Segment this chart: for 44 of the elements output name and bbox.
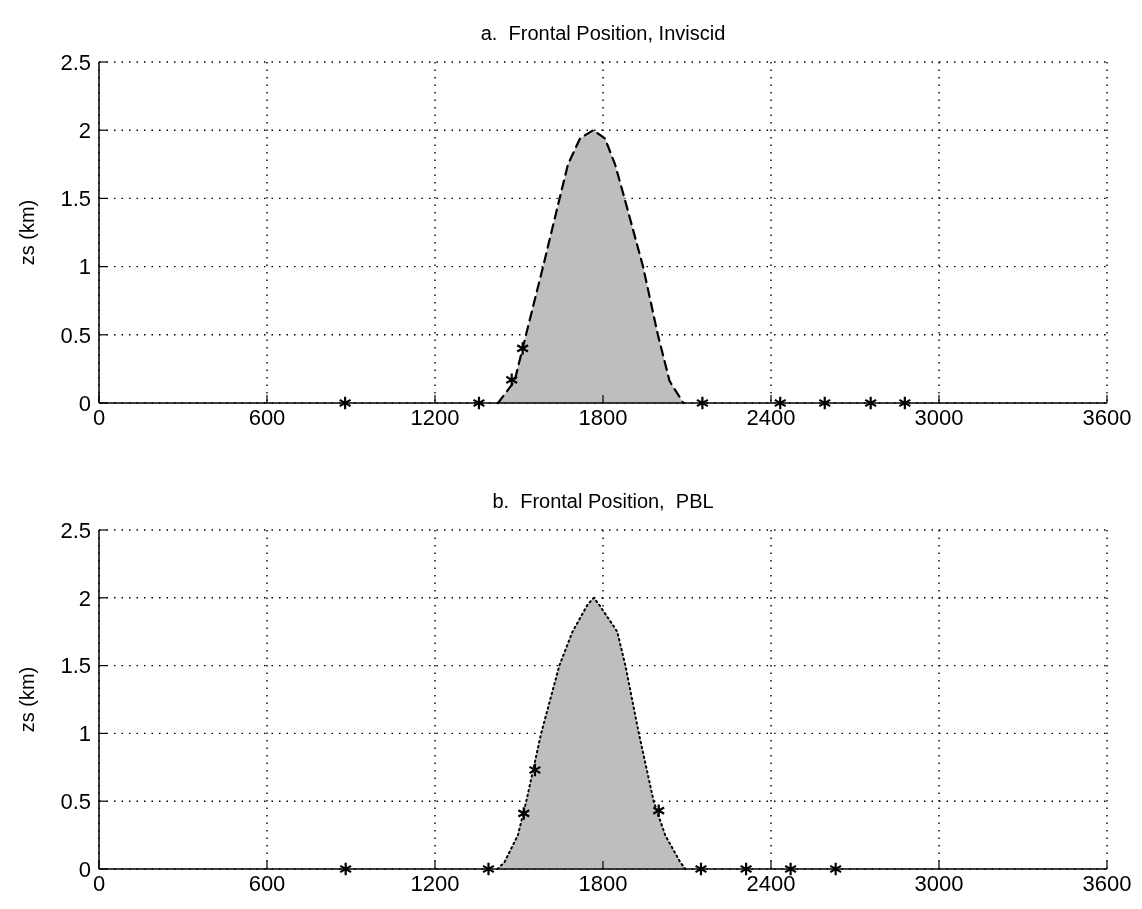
y-tick-label: 1 <box>78 721 91 747</box>
x-tick-label: 1200 <box>410 871 460 896</box>
point <box>773 395 787 411</box>
x-tick-label: 1800 <box>578 405 628 430</box>
point <box>338 395 352 411</box>
y-tick-label: 2.5 <box>60 49 91 75</box>
x-tick-label: 3000 <box>914 871 964 896</box>
x-tick-label: 3600 <box>1082 871 1132 896</box>
chart-title: b. Frontal Position, PBL <box>492 490 714 512</box>
point <box>528 762 542 778</box>
point <box>694 861 708 877</box>
point <box>516 341 530 356</box>
point <box>695 395 709 411</box>
y-tick-label: 2 <box>78 585 91 611</box>
x-tick-label: 600 <box>248 871 286 896</box>
y-tick-label: 2 <box>78 117 91 143</box>
point <box>339 861 353 877</box>
point <box>864 395 878 411</box>
x-tick-label: 2400 <box>746 871 796 896</box>
x-tick-label: 1200 <box>410 405 460 430</box>
point <box>472 395 486 411</box>
point <box>505 372 519 388</box>
y-tick-label: 0.5 <box>60 322 91 348</box>
y-axis-title: zs (km) <box>16 666 38 733</box>
x-tick-label: 600 <box>248 405 286 430</box>
x-tick-label: 3600 <box>1082 405 1132 430</box>
x-tick-label: 3000 <box>914 405 964 430</box>
y-tick-label: 1 <box>78 254 91 280</box>
y-tick-label: 1.5 <box>60 186 91 212</box>
y-tick-label: 2.5 <box>60 517 91 543</box>
x-tick-label: 1800 <box>578 871 628 896</box>
point <box>829 861 843 877</box>
point <box>739 861 753 877</box>
y-tick-label: 1.5 <box>60 653 91 679</box>
point <box>784 861 798 877</box>
point <box>517 806 531 821</box>
x-tick-label: 2400 <box>746 405 796 430</box>
chart-title: a. Frontal Position, Inviscid <box>480 22 726 44</box>
point <box>898 395 912 411</box>
y-tick-label: 0.5 <box>60 788 91 814</box>
point <box>481 861 495 877</box>
point <box>818 395 832 411</box>
point <box>652 803 666 819</box>
y-axis-title: zs (km) <box>16 199 38 266</box>
